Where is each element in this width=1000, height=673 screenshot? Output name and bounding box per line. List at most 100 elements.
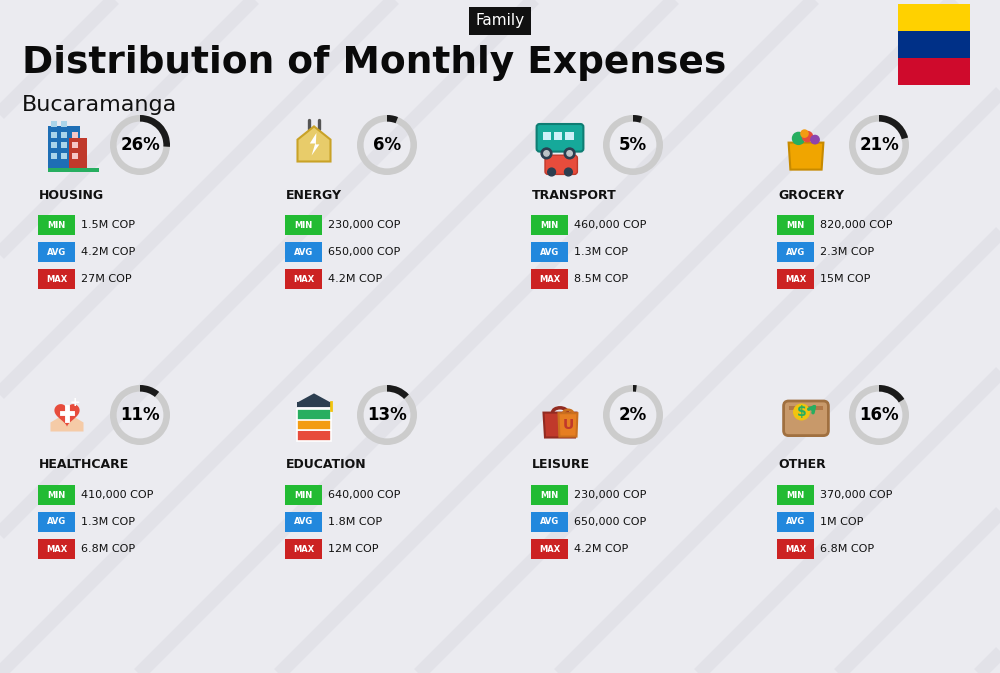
FancyBboxPatch shape <box>61 142 67 148</box>
FancyBboxPatch shape <box>51 153 57 159</box>
Text: MIN: MIN <box>540 491 559 499</box>
Text: LEISURE: LEISURE <box>532 458 590 472</box>
Circle shape <box>548 168 556 176</box>
FancyBboxPatch shape <box>285 539 322 559</box>
FancyBboxPatch shape <box>38 485 75 505</box>
Wedge shape <box>140 385 159 397</box>
Wedge shape <box>879 385 904 402</box>
Text: MAX: MAX <box>293 275 314 283</box>
Text: 230,000 COP: 230,000 COP <box>328 220 400 230</box>
FancyBboxPatch shape <box>777 269 814 289</box>
FancyBboxPatch shape <box>285 215 322 235</box>
Text: MIN: MIN <box>540 221 559 229</box>
Text: +: + <box>70 396 81 409</box>
Circle shape <box>794 404 809 420</box>
Text: AVG: AVG <box>47 248 66 256</box>
Text: MAX: MAX <box>46 275 67 283</box>
FancyBboxPatch shape <box>784 401 828 435</box>
Text: OTHER: OTHER <box>778 458 826 472</box>
FancyBboxPatch shape <box>297 409 331 420</box>
FancyBboxPatch shape <box>51 131 57 137</box>
Text: MIN: MIN <box>786 221 805 229</box>
FancyBboxPatch shape <box>38 512 75 532</box>
Text: Distribution of Monthly Expenses: Distribution of Monthly Expenses <box>22 45 726 81</box>
Text: MAX: MAX <box>785 275 806 283</box>
Text: 26%: 26% <box>120 136 160 154</box>
Text: MAX: MAX <box>539 544 560 553</box>
Circle shape <box>802 131 813 142</box>
Text: 1.8M COP: 1.8M COP <box>328 517 382 527</box>
FancyBboxPatch shape <box>72 131 78 137</box>
Text: MAX: MAX <box>293 544 314 553</box>
FancyBboxPatch shape <box>898 4 970 31</box>
FancyBboxPatch shape <box>545 155 577 174</box>
Circle shape <box>801 130 808 137</box>
Polygon shape <box>50 418 84 431</box>
Text: 15M COP: 15M COP <box>820 274 870 284</box>
FancyBboxPatch shape <box>531 485 568 505</box>
Text: 27M COP: 27M COP <box>81 274 132 284</box>
Polygon shape <box>54 404 80 427</box>
FancyBboxPatch shape <box>38 269 75 289</box>
Text: Family: Family <box>475 13 525 28</box>
FancyBboxPatch shape <box>285 242 322 262</box>
FancyBboxPatch shape <box>554 132 562 139</box>
Text: GROCERY: GROCERY <box>778 188 844 201</box>
FancyBboxPatch shape <box>285 512 322 532</box>
FancyBboxPatch shape <box>777 539 814 559</box>
Text: MIN: MIN <box>786 491 805 499</box>
Text: 11%: 11% <box>120 406 160 424</box>
FancyBboxPatch shape <box>297 429 331 441</box>
Text: 5%: 5% <box>619 136 647 154</box>
Circle shape <box>544 151 549 156</box>
Polygon shape <box>297 127 330 162</box>
Text: 12M COP: 12M COP <box>328 544 378 554</box>
Text: 4.2M COP: 4.2M COP <box>81 247 135 257</box>
Text: Bucaramanga: Bucaramanga <box>22 95 177 115</box>
FancyBboxPatch shape <box>777 512 814 532</box>
Circle shape <box>567 151 572 156</box>
Text: HOUSING: HOUSING <box>39 188 104 201</box>
Polygon shape <box>559 413 577 437</box>
Circle shape <box>792 133 804 145</box>
Polygon shape <box>310 133 319 155</box>
Text: 370,000 COP: 370,000 COP <box>820 490 892 500</box>
Text: TRANSPORT: TRANSPORT <box>532 188 617 201</box>
Wedge shape <box>849 385 909 445</box>
FancyBboxPatch shape <box>297 402 331 406</box>
Text: 230,000 COP: 230,000 COP <box>574 490 646 500</box>
FancyBboxPatch shape <box>285 269 322 289</box>
Text: MAX: MAX <box>785 544 806 553</box>
FancyBboxPatch shape <box>531 215 568 235</box>
FancyBboxPatch shape <box>61 121 67 127</box>
FancyBboxPatch shape <box>285 485 322 505</box>
Text: 820,000 COP: 820,000 COP <box>820 220 893 230</box>
Wedge shape <box>879 115 908 139</box>
Wedge shape <box>357 115 417 175</box>
Text: HEALTHCARE: HEALTHCARE <box>39 458 129 472</box>
Text: AVG: AVG <box>294 248 313 256</box>
Polygon shape <box>297 394 330 402</box>
Text: 650,000 COP: 650,000 COP <box>328 247 400 257</box>
FancyBboxPatch shape <box>531 242 568 262</box>
Text: 1.3M COP: 1.3M COP <box>574 247 628 257</box>
Text: 13%: 13% <box>367 406 407 424</box>
FancyBboxPatch shape <box>565 132 574 139</box>
FancyBboxPatch shape <box>777 215 814 235</box>
FancyBboxPatch shape <box>777 485 814 505</box>
FancyBboxPatch shape <box>537 124 583 151</box>
Text: 16%: 16% <box>859 406 899 424</box>
Wedge shape <box>387 385 409 399</box>
Text: 650,000 COP: 650,000 COP <box>574 517 646 527</box>
FancyBboxPatch shape <box>38 215 75 235</box>
FancyBboxPatch shape <box>48 127 80 168</box>
FancyBboxPatch shape <box>72 142 78 148</box>
Wedge shape <box>110 115 170 175</box>
Circle shape <box>811 135 819 144</box>
Text: 21%: 21% <box>859 136 899 154</box>
FancyBboxPatch shape <box>531 539 568 559</box>
FancyBboxPatch shape <box>777 242 814 262</box>
Text: 1M COP: 1M COP <box>820 517 863 527</box>
Wedge shape <box>110 385 170 445</box>
Text: 4.2M COP: 4.2M COP <box>328 274 382 284</box>
